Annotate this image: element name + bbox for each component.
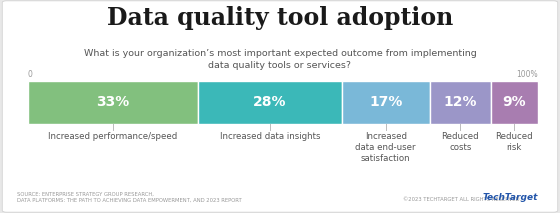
Text: ©2023 TECHTARGET ALL RIGHTS RESERVED.: ©2023 TECHTARGET ALL RIGHTS RESERVED. [403, 197, 521, 202]
Text: 9%: 9% [503, 95, 526, 109]
Text: What is your organization’s most important expected outcome from implementing
da: What is your organization’s most importa… [83, 49, 477, 70]
Text: Increased performance/speed: Increased performance/speed [48, 132, 178, 141]
FancyBboxPatch shape [342, 81, 430, 124]
Text: Reduced
risk: Reduced risk [496, 132, 533, 152]
Text: Data quality tool adoption: Data quality tool adoption [107, 6, 453, 30]
Text: Increased
data end-user
satisfaction: Increased data end-user satisfaction [356, 132, 416, 163]
Text: 100%: 100% [516, 70, 538, 79]
Text: 0: 0 [28, 70, 33, 79]
Text: 17%: 17% [369, 95, 403, 109]
Text: TechTarget: TechTarget [482, 193, 538, 202]
Text: 12%: 12% [444, 95, 477, 109]
FancyBboxPatch shape [430, 81, 491, 124]
Text: Reduced
costs: Reduced costs [442, 132, 479, 152]
Text: Increased data insights: Increased data insights [220, 132, 320, 141]
Text: 28%: 28% [253, 95, 287, 109]
FancyBboxPatch shape [491, 81, 538, 124]
FancyBboxPatch shape [28, 81, 198, 124]
Text: 33%: 33% [96, 95, 129, 109]
FancyBboxPatch shape [198, 81, 342, 124]
Text: SOURCE: ENTERPRISE STRATEGY GROUP RESEARCH,
DATA PLATFORMS: THE PATH TO ACHIEVIN: SOURCE: ENTERPRISE STRATEGY GROUP RESEAR… [17, 191, 241, 202]
